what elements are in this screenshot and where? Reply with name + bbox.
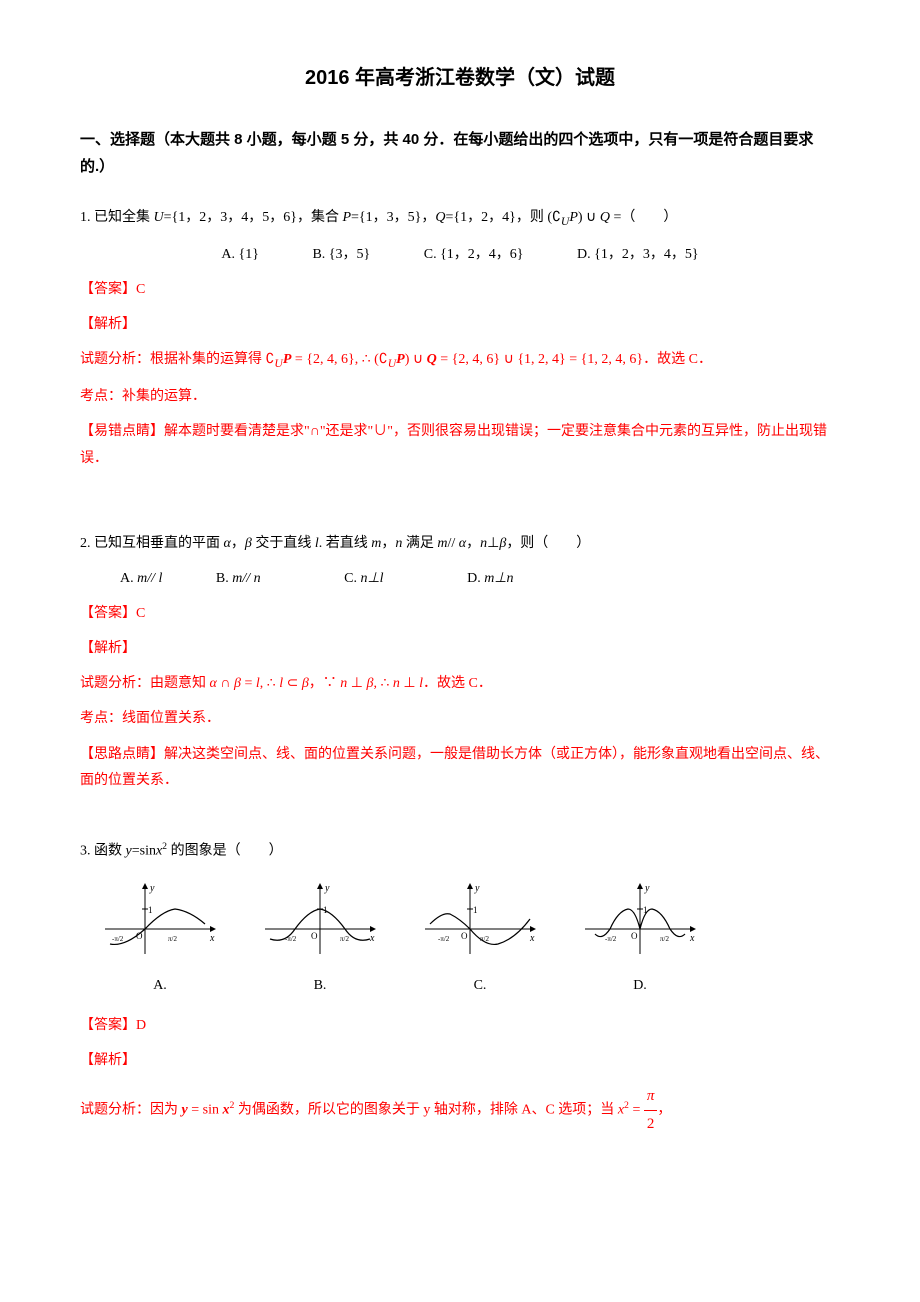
- question-1-options: A. {1} B. {3，5} C. {1，2，4，6} D. {1，2，3，4…: [80, 242, 840, 267]
- graph-a-label: A.: [100, 973, 220, 998]
- q2-answer: 【答案】C: [80, 601, 840, 626]
- q3-analysis-label: 【解析】: [80, 1048, 840, 1073]
- q2-option-c: C. n⊥l: [344, 571, 383, 586]
- svg-text:y: y: [644, 883, 650, 894]
- svg-text:y: y: [324, 883, 330, 894]
- q3-answer: 【答案】D: [80, 1013, 840, 1038]
- svg-text:-π/2: -π/2: [605, 935, 617, 943]
- q3-analysis-prefix: 试题分析：因为: [80, 1103, 182, 1118]
- graph-c: y x O 1 -π/2 π/2 C.: [420, 879, 540, 998]
- graph-b-label: B.: [260, 973, 380, 998]
- question-1-text: 1. 已知全集 U={1，2，3，4，5，6}，集合 P={1，3，5}，Q={…: [80, 205, 840, 232]
- question-3-graphs: y x O 1 -π/2 π/2 A. y x O 1 -π/2 π/2 B.: [80, 879, 840, 998]
- q2-option-d: D. m⊥n: [467, 571, 513, 586]
- graph-d-label: D.: [580, 973, 700, 998]
- graph-d: y x O 1 -π/2 π/2 D.: [580, 879, 700, 998]
- q1-hint: 【易错点睛】解本题时要看清楚是求"∩"还是求"∪"，否则很容易出现错误；一定要注…: [80, 419, 840, 472]
- q2-option-a: A. m// l: [120, 571, 162, 586]
- svg-text:-π/2: -π/2: [438, 935, 450, 943]
- q1-option-b: B. {3，5}: [312, 247, 370, 262]
- q2-kaodian: 考点：线面位置关系．: [80, 706, 840, 731]
- svg-text:π/2: π/2: [168, 935, 177, 943]
- q1-kaodian: 考点：补集的运算．: [80, 384, 840, 409]
- document-title: 2016 年高考浙江卷数学（文）试题: [80, 60, 840, 96]
- svg-text:-π/2: -π/2: [112, 935, 124, 943]
- svg-text:x: x: [369, 933, 375, 944]
- svg-text:x: x: [529, 933, 535, 944]
- q1-analysis-label: 【解析】: [80, 312, 840, 337]
- q2-option-b: B. m// n: [216, 571, 261, 586]
- section-1-header: 一、选择题（本大题共 8 小题，每小题 5 分，共 40 分．在每小题给出的四个…: [80, 126, 840, 180]
- question-3-text: 3. 函数 y=sinx2 的图象是（ ）: [80, 838, 840, 864]
- q3-analysis-suffix: ，: [657, 1103, 671, 1118]
- q2-analysis-label: 【解析】: [80, 636, 840, 661]
- q2-hint: 【思路点睛】解决这类空间点、线、面的位置关系问题，一般是借助长方体（或正方体），…: [80, 742, 840, 795]
- graph-a: y x O 1 -π/2 π/2 A.: [100, 879, 220, 998]
- q2-analysis: 试题分析：由题意知 α ∩ β = l, ∴ l ⊂ β，∵ n ⊥ β, ∴ …: [80, 671, 840, 696]
- svg-text:1: 1: [473, 905, 478, 915]
- svg-text:y: y: [149, 883, 155, 894]
- question-2-text: 2. 已知互相垂直的平面 α，β 交于直线 l. 若直线 m，n 满足 m// …: [80, 531, 840, 556]
- svg-text:π/2: π/2: [660, 935, 669, 943]
- graph-b: y x O 1 -π/2 π/2 B.: [260, 879, 380, 998]
- svg-text:-π/2: -π/2: [285, 935, 297, 943]
- svg-text:O: O: [461, 931, 468, 941]
- svg-text:O: O: [311, 931, 318, 941]
- question-2-options: A. m// l B. m// n C. n⊥l D. m⊥n: [120, 566, 840, 591]
- graph-c-label: C.: [420, 973, 540, 998]
- q1-option-a: A. {1}: [221, 247, 259, 262]
- q3-analysis: 试题分析：因为 y = sin x2 为偶函数，所以它的图象关于 y 轴对称，排…: [80, 1083, 840, 1138]
- q3-analysis-mid: 为偶函数，所以它的图象关于 y 轴对称，排除 A、C 选项；当: [234, 1103, 617, 1118]
- svg-text:O: O: [631, 931, 638, 941]
- svg-text:π/2: π/2: [340, 935, 349, 943]
- svg-text:y: y: [474, 883, 480, 894]
- svg-text:1: 1: [148, 905, 153, 915]
- q1-analysis: 试题分析：根据补集的运算得 ∁UP = {2, 4, 6}, ∴ (∁UP) ∪…: [80, 347, 840, 374]
- q1-answer: 【答案】C: [80, 277, 840, 302]
- svg-text:x: x: [209, 933, 215, 944]
- svg-text:x: x: [689, 933, 695, 944]
- q1-option-d: D. {1，2，3，4，5}: [577, 247, 699, 262]
- q1-option-c: C. {1，2，4，6}: [424, 247, 524, 262]
